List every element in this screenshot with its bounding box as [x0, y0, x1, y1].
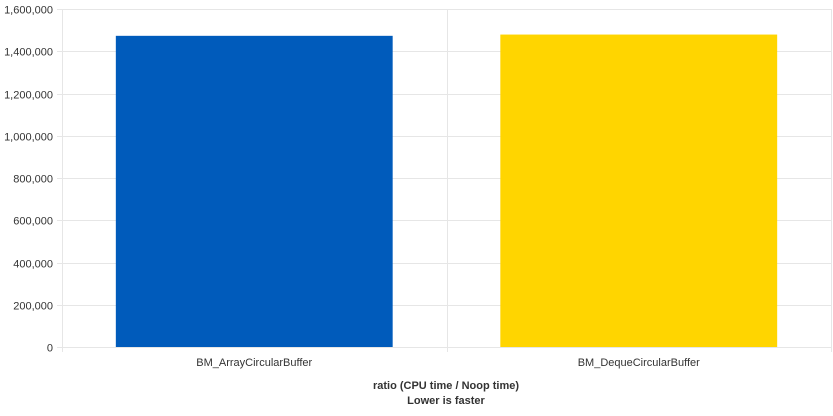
x-axis-title-line-1: ratio (CPU time / Noop time) [373, 380, 519, 392]
y-tick-label: 600,000 [13, 216, 53, 228]
y-tick-label: 1,000,000 [4, 132, 53, 144]
y-axis: 0 200,000 400,000 600,000 800,000 1,000,000 1,… [4, 5, 53, 355]
y-tick-label: 0 [47, 343, 53, 355]
x-axis-title: ratio (CPU time / Noop time) Lower is fa… [373, 380, 519, 407]
y-tick-label: 1,200,000 [4, 90, 53, 102]
y-tick-label: 1,400,000 [4, 47, 53, 59]
y-tick-label: 400,000 [13, 259, 53, 271]
y-tick-label: 1,600,000 [4, 5, 53, 17]
x-tick-label: BM_ArrayCircularBuffer [196, 357, 312, 369]
bars [115, 34, 778, 348]
bar-BM_ArrayCircularBuffer [115, 35, 393, 348]
y-tick-label: 800,000 [13, 174, 53, 186]
bar-BM_DequeCircularBuffer [500, 34, 778, 347]
x-tick-label: BM_DequeCircularBuffer [578, 357, 700, 369]
y-tick-label: 200,000 [13, 301, 53, 313]
x-axis-title-line-2: Lower is faster [407, 395, 485, 407]
x-axis: BM_ArrayCircularBuffer BM_DequeCircularBu… [196, 357, 700, 369]
